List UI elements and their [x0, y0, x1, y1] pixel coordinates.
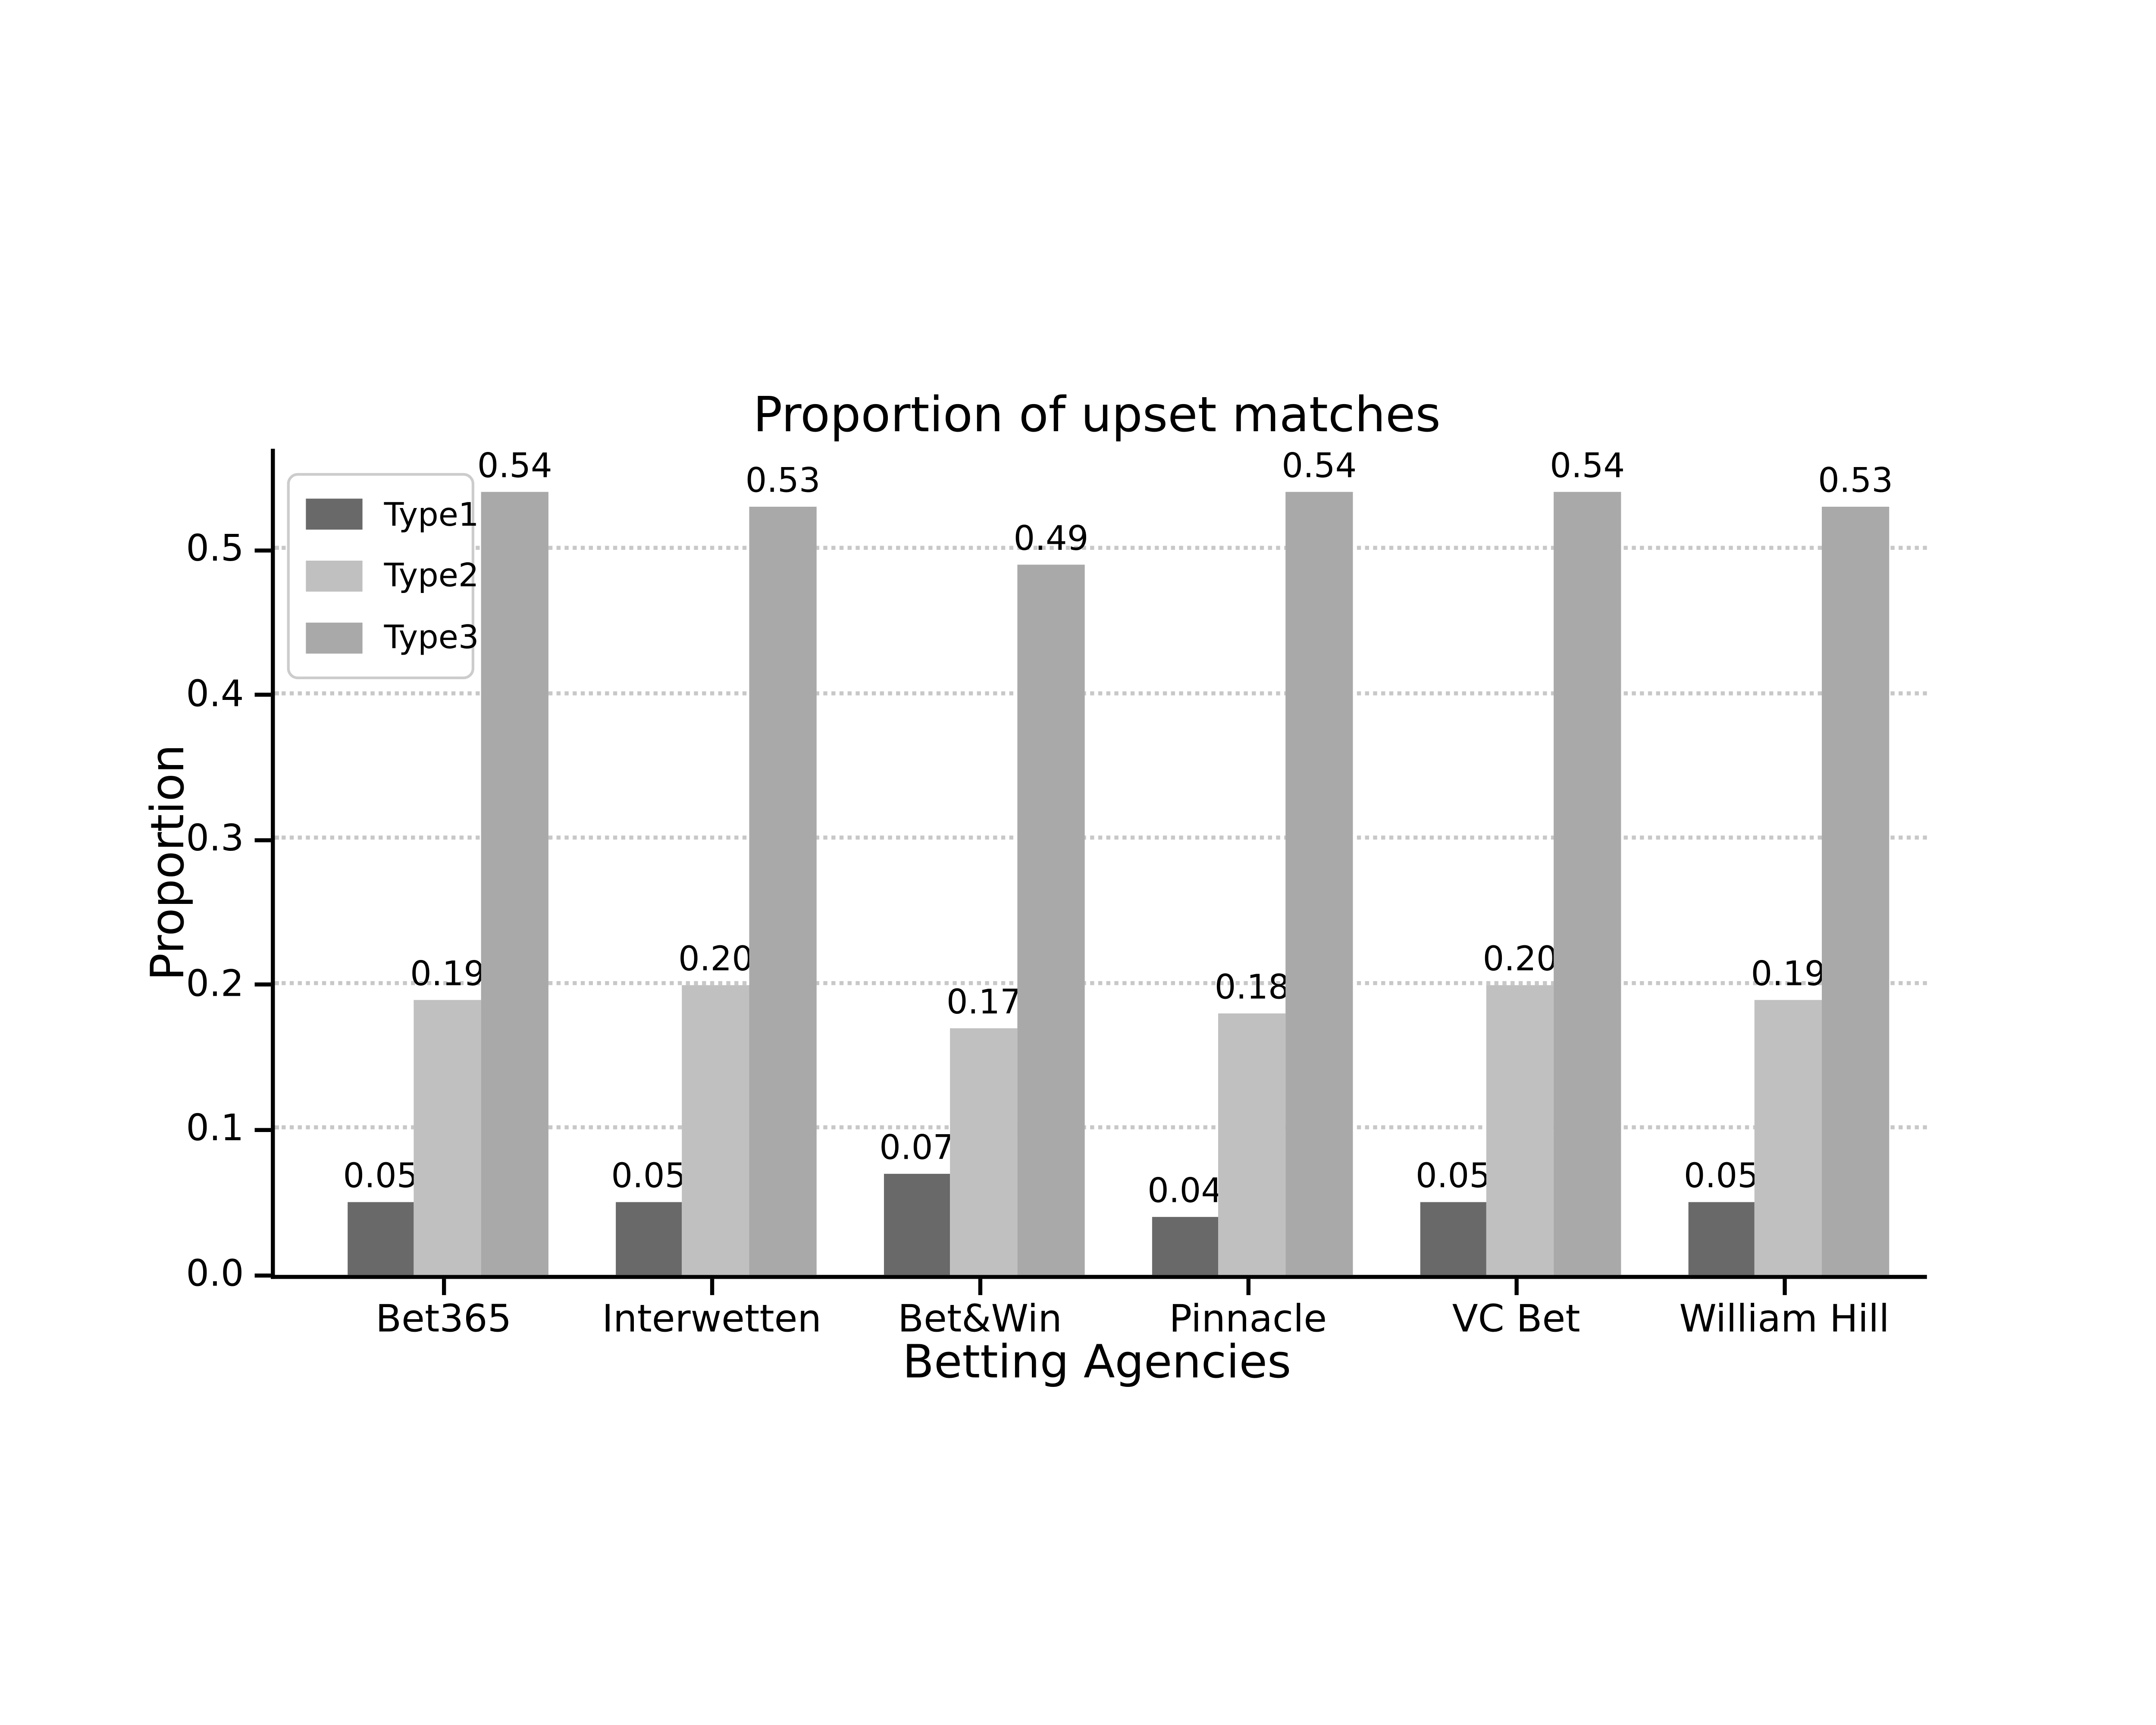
- y-tick-label: 0.4: [186, 673, 244, 715]
- y-tick-mark: [254, 838, 271, 842]
- x-tick-label-william-hill: William Hill: [1679, 1296, 1890, 1341]
- y-tick-label: 0.2: [186, 963, 244, 1005]
- gridline-0.5: [275, 546, 1927, 550]
- y-tick-mark: [254, 1273, 271, 1277]
- bar-value-label: 0.05: [611, 1156, 686, 1196]
- legend-item-type3: Type3: [306, 620, 479, 655]
- bar-value-label: 0.54: [1550, 446, 1625, 486]
- bar-value-label: 0.17: [946, 982, 1022, 1022]
- y-tick-label: 0.1: [186, 1108, 244, 1151]
- legend-swatch-icon: [306, 499, 363, 530]
- bar-value-label: 0.53: [1818, 461, 1893, 500]
- figure: Proportion of upset matches Proportion B…: [0, 323, 2156, 1402]
- bar-type2-bet-win: [950, 1028, 1018, 1275]
- bar-type2-william-hill: [1755, 999, 1822, 1275]
- bar-type3-pinnacle: [1285, 492, 1353, 1275]
- gridline-0.3: [275, 836, 1927, 841]
- x-tick-mark: [1514, 1279, 1518, 1295]
- chart-title: Proportion of upset matches: [753, 388, 1441, 444]
- bar-value-label: 0.20: [1482, 939, 1558, 979]
- legend-swatch-icon: [306, 560, 363, 592]
- x-tick-mark: [978, 1279, 982, 1295]
- bar-value-label: 0.54: [1282, 446, 1357, 486]
- plot-area: 0.05 0.19 0.54 0.05 0.20 0.53 0.07 0.17 0.49 0.04…: [271, 446, 1927, 1279]
- bar-value-label: 0.04: [1147, 1171, 1223, 1211]
- x-tick-mark: [709, 1279, 714, 1295]
- y-tick-label: 0.0: [186, 1253, 244, 1295]
- bar-value-label: 0.18: [1214, 968, 1290, 1007]
- bar-value-label: 0.54: [477, 446, 552, 486]
- bar-type2-bet365: [414, 999, 481, 1275]
- y-tick-mark: [254, 983, 271, 987]
- y-tick-mark: [254, 1128, 271, 1132]
- legend-label: Type3: [384, 618, 479, 657]
- bar-value-label: 0.05: [1415, 1156, 1491, 1196]
- gridline-0.2: [275, 981, 1927, 985]
- x-tick-mark: [1246, 1279, 1250, 1295]
- bar-value-label: 0.49: [1013, 519, 1089, 558]
- y-tick-mark: [254, 548, 271, 552]
- bar-value-label: 0.05: [343, 1156, 418, 1196]
- bar-type2-vc-bet: [1486, 985, 1554, 1275]
- y-tick-label: 0.3: [186, 818, 244, 860]
- x-tick-label-bet-win: Bet&Win: [898, 1296, 1062, 1341]
- bar-type2-pinnacle: [1218, 1014, 1286, 1275]
- bar-type3-bet365: [481, 492, 548, 1275]
- bar-value-label: 0.07: [879, 1127, 955, 1167]
- legend-label: Type1: [384, 496, 479, 533]
- bar-type3-bet-win: [1017, 565, 1085, 1275]
- bar-value-label: 0.19: [1751, 953, 1826, 993]
- bar-type3-vc-bet: [1554, 492, 1621, 1275]
- bar-type1-bet-win: [883, 1173, 951, 1275]
- x-tick-label-pinnacle: Pinnacle: [1169, 1296, 1327, 1341]
- bar-type1-bet365: [347, 1202, 414, 1275]
- legend-item-type2: Type2: [306, 558, 479, 594]
- bar-type1-interwetten: [615, 1202, 683, 1275]
- bar-type1-pinnacle: [1151, 1217, 1219, 1275]
- legend-swatch-icon: [306, 622, 363, 653]
- bar-value-label: 0.20: [678, 939, 753, 979]
- y-tick-mark: [254, 693, 271, 697]
- bar-type3-william-hill: [1822, 507, 1889, 1275]
- bar-value-label: 0.05: [1683, 1156, 1759, 1196]
- gridline-0.4: [275, 691, 1927, 695]
- bar-type3-interwetten: [749, 507, 817, 1275]
- legend-item-type1: Type1: [306, 497, 479, 532]
- bar-type2-interwetten: [682, 985, 749, 1275]
- x-tick-label-vc-bet: VC Bet: [1452, 1296, 1580, 1341]
- bar-value-label: 0.53: [745, 461, 821, 500]
- legend-label: Type2: [384, 557, 479, 595]
- bar-value-label: 0.19: [410, 953, 486, 993]
- y-tick-label: 0.5: [186, 528, 244, 571]
- x-tick-mark: [1782, 1279, 1786, 1295]
- x-tick-label-interwetten: Interwetten: [602, 1296, 821, 1341]
- x-tick-label-bet365: Bet365: [376, 1296, 512, 1341]
- gridline-0.1: [275, 1126, 1927, 1130]
- x-tick-mark: [442, 1279, 446, 1295]
- bar-type1-william-hill: [1688, 1202, 1755, 1275]
- x-axis-label: Betting Agencies: [903, 1335, 1291, 1389]
- legend: Type1 Type2 Type3: [287, 473, 479, 679]
- bar-type1-vc-bet: [1420, 1202, 1487, 1275]
